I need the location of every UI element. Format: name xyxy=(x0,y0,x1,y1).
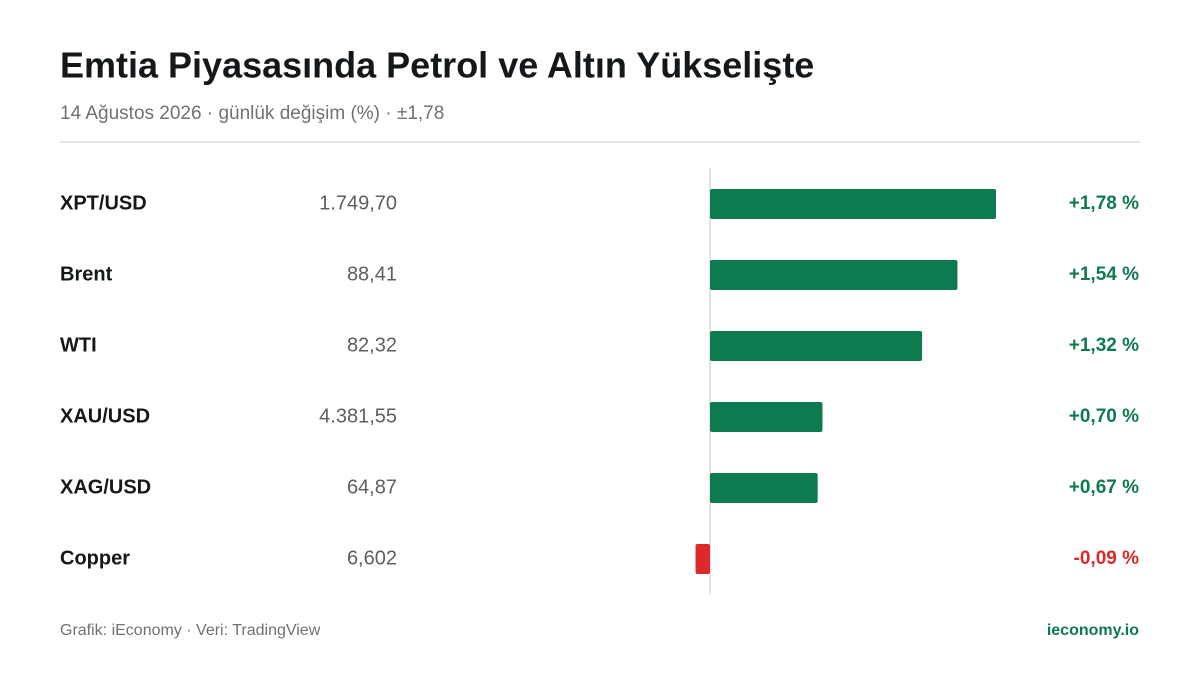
price-label: 6,602 xyxy=(347,547,397,569)
price-label: 88,41 xyxy=(347,263,397,285)
value-label: +0,70 % xyxy=(1069,406,1139,427)
category-label: Copper xyxy=(60,547,130,569)
category-label: XAG/USD xyxy=(60,476,151,498)
price-label: 82,32 xyxy=(347,334,397,356)
value-label: +0,67 % xyxy=(1069,477,1139,498)
bar xyxy=(710,260,958,290)
price-label: 4.381,55 xyxy=(319,405,397,427)
bar xyxy=(710,402,823,432)
price-label: 64,87 xyxy=(347,476,397,498)
value-label: -0,09 % xyxy=(1074,548,1140,569)
bar xyxy=(710,331,923,361)
category-label: WTI xyxy=(60,334,97,356)
bar xyxy=(710,189,996,219)
site: ieconomy.io xyxy=(1047,622,1139,639)
value-label: +1,32 % xyxy=(1069,335,1139,356)
category-label: XAU/USD xyxy=(60,405,150,427)
chart-subtitle: 14 Ağustos 2026 · günlük değişim (%) · ±… xyxy=(60,103,444,124)
value-label: +1,54 % xyxy=(1069,264,1139,285)
bar xyxy=(695,544,710,574)
category-label: XPT/USD xyxy=(60,192,147,214)
category-label: Brent xyxy=(60,263,113,285)
source: Grafik: iEconomy · Veri: TradingView xyxy=(60,622,321,639)
price-label: 1.749,70 xyxy=(319,192,397,214)
chart-title: Emtia Piyasasında Petrol ve Altın Yüksel… xyxy=(60,45,814,86)
bar xyxy=(710,473,818,503)
value-label: +1,78 % xyxy=(1069,193,1139,214)
